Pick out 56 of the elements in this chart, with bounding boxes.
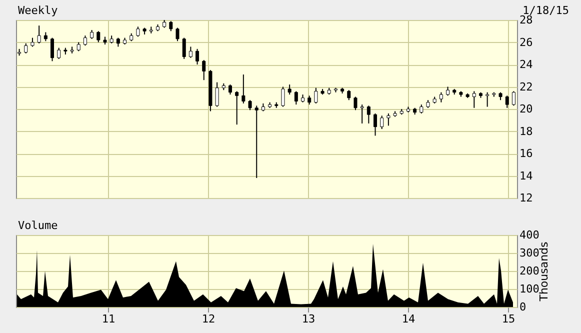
candlestick	[360, 104, 364, 124]
candlestick	[96, 30, 100, 43]
x-tick-label: 12	[202, 312, 216, 326]
y-tick-label: 20	[520, 102, 533, 116]
candlestick	[169, 20, 173, 32]
candlestick	[196, 48, 200, 65]
y-tick-label: 100	[520, 282, 540, 296]
candlestick	[24, 42, 28, 54]
x-tick-label: 13	[302, 312, 316, 326]
candlestick	[254, 105, 258, 178]
candlestick	[439, 92, 443, 103]
y-tick-label: 26	[520, 36, 533, 49]
y-tick-label: 24	[520, 58, 534, 71]
candlestick	[380, 115, 384, 130]
y-tick-label: 22	[520, 80, 533, 94]
candlestick	[50, 37, 54, 62]
x-tick-label: 11	[102, 312, 116, 326]
candlestick	[83, 35, 87, 46]
y-tick-label: 28	[520, 14, 533, 26]
y-tick-label: 400	[520, 228, 540, 242]
y-tick-label: 300	[520, 246, 540, 260]
candlestick	[486, 92, 490, 108]
candlestick	[235, 90, 239, 126]
y-tick-label: 14	[520, 169, 534, 182]
y-tick-label: 18	[520, 124, 533, 138]
candlestick	[505, 95, 509, 108]
candlestick	[386, 112, 390, 126]
candlestick	[57, 47, 61, 60]
y-tick-label: 16	[520, 147, 533, 160]
candlestick	[347, 90, 351, 101]
candlestick	[512, 90, 516, 106]
x-tick-label: 15	[502, 312, 516, 326]
candlestick	[136, 26, 140, 38]
candlestick	[202, 60, 206, 81]
y-tick-label: 200	[520, 264, 540, 278]
candlestick	[294, 90, 298, 106]
candlestick	[176, 27, 180, 42]
y-tick-label: 12	[520, 192, 533, 204]
candlestick	[215, 82, 219, 108]
candlestick	[472, 90, 476, 108]
candlestick	[314, 87, 318, 104]
candlestick	[366, 105, 370, 124]
candlestick	[354, 96, 358, 111]
chart-title: Volume	[18, 219, 58, 232]
y-tick-label: 0	[520, 300, 526, 314]
candlestick	[182, 37, 186, 60]
candlestick	[242, 74, 246, 104]
candlestick	[281, 86, 285, 108]
chart-title: Weekly	[18, 4, 58, 17]
x-tick-label: 14	[402, 312, 416, 326]
candlestick	[188, 46, 192, 58]
candlestick	[37, 25, 41, 44]
candlestick	[288, 84, 292, 96]
candlestick	[374, 112, 378, 136]
candlestick	[248, 100, 252, 111]
candlestick	[228, 84, 232, 96]
